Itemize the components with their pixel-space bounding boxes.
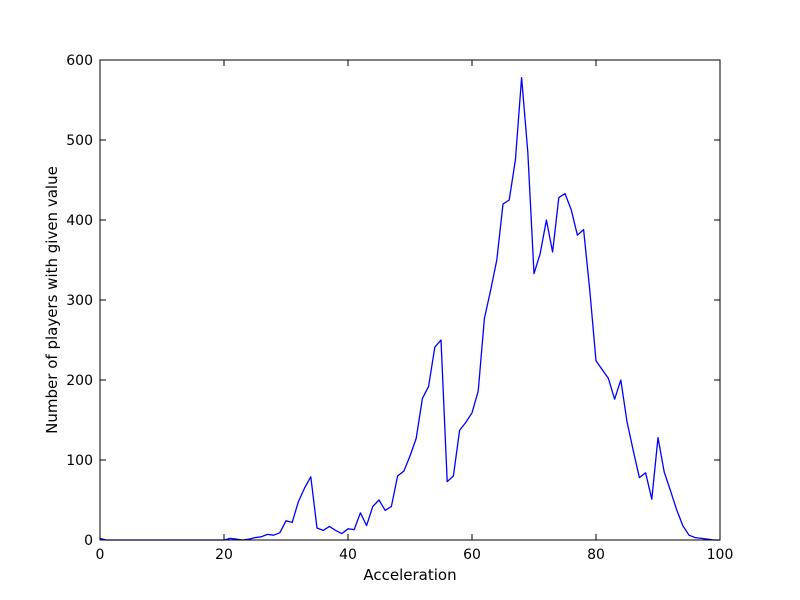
y-axis-ticks: 0 100 200 300 400 500 600 [66, 53, 720, 549]
x-axis-ticks: 0 20 40 60 80 100 [96, 60, 734, 563]
y-axis-label: Number of players with given value [43, 166, 61, 434]
y-tick-label: 400 [66, 213, 93, 229]
x-axis-label: Acceleration [363, 566, 456, 584]
x-tick-label: 80 [587, 547, 605, 563]
y-tick-label: 300 [66, 293, 93, 309]
x-tick-label: 40 [339, 547, 357, 563]
x-tick-label: 20 [215, 547, 233, 563]
x-tick-label: 60 [463, 547, 481, 563]
y-tick-label: 500 [66, 133, 93, 149]
x-tick-label: 0 [96, 547, 105, 563]
y-tick-label: 200 [66, 373, 93, 389]
y-tick-label: 600 [66, 53, 93, 69]
x-tick-label: 100 [707, 547, 734, 563]
y-tick-label: 100 [66, 453, 93, 469]
y-tick-label: 0 [84, 533, 93, 549]
